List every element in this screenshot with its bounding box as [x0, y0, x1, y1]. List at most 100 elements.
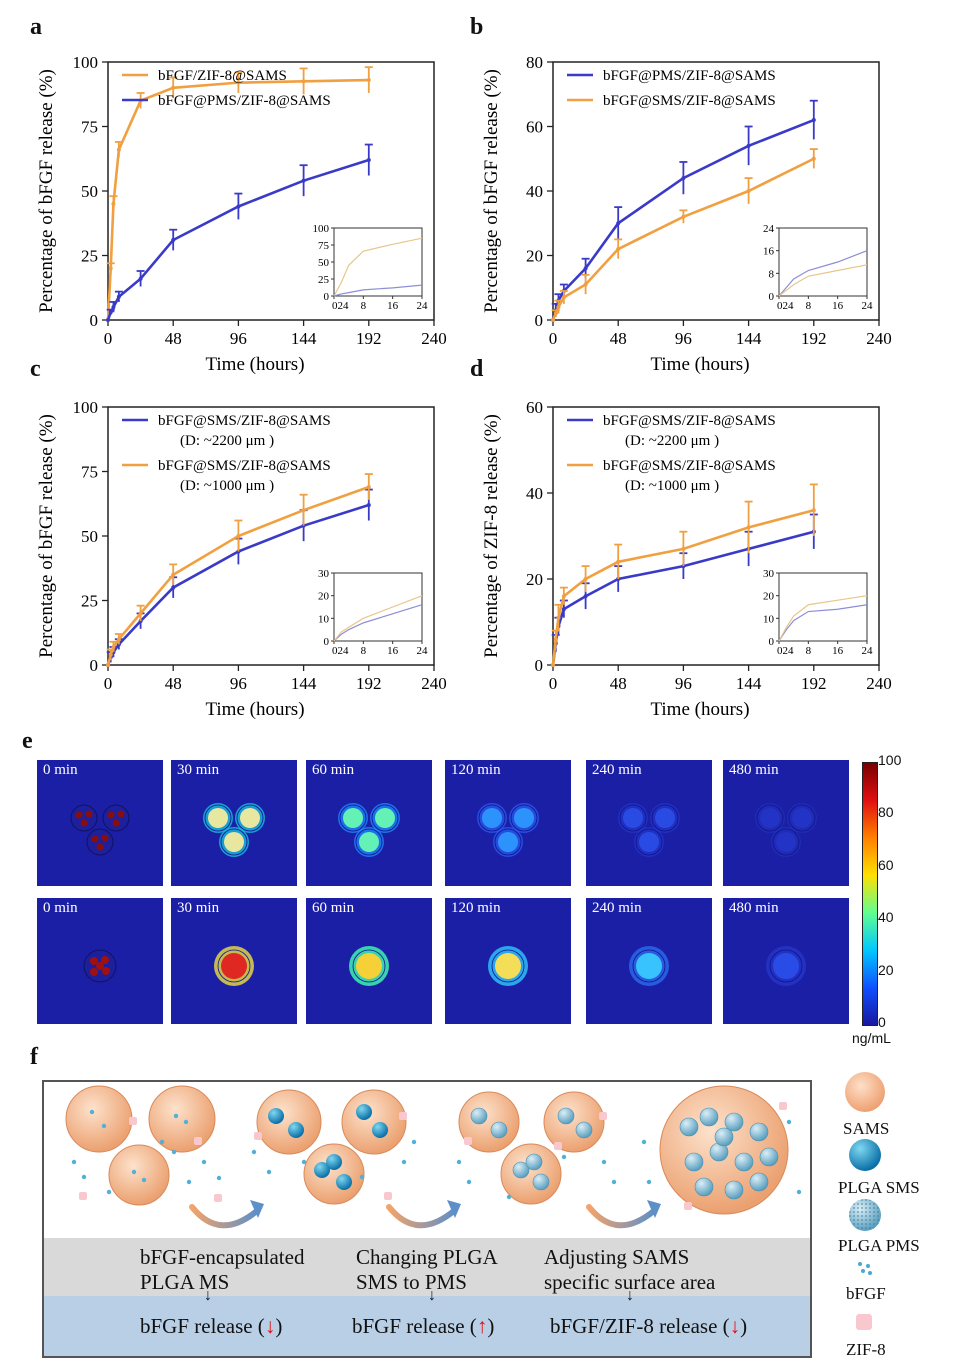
- inset-series-line: [778, 595, 868, 642]
- step-1-release: bFGF release (↓): [140, 1314, 282, 1339]
- y-tick-label: 100: [73, 398, 99, 417]
- diffusion-core: [356, 953, 382, 979]
- bfgf-dot: [159, 1139, 165, 1145]
- inset-series-line: [333, 284, 423, 297]
- diffusion-core: [776, 832, 796, 852]
- data-point: [171, 572, 176, 577]
- legend-zif8: ZIF-8: [846, 1340, 886, 1359]
- diffusion-core: [224, 832, 244, 852]
- y-tick-label: 60: [526, 118, 543, 137]
- zif8-particle: [684, 1202, 692, 1210]
- step-1-text: bFGF-encapsulated PLGA MS: [140, 1245, 305, 1294]
- inset-y-tick-label: 100: [313, 223, 330, 235]
- inset-y-tick-label: 75: [318, 240, 330, 252]
- panel-label-b: b: [470, 14, 484, 40]
- bfgf-dot: [561, 1154, 567, 1160]
- inset-x-tick-label: 16: [832, 300, 844, 312]
- diffusion-core: [375, 808, 395, 828]
- sams-particle: [148, 1085, 216, 1153]
- data-point: [746, 189, 751, 193]
- sams-outline: [491, 949, 525, 983]
- decrease-arrow-icon: ↓: [264, 1314, 276, 1338]
- data-point: [583, 594, 588, 599]
- down-arrow-icon: ↓: [626, 1287, 634, 1304]
- sams-outline: [632, 949, 666, 983]
- curved-arrow-head: [447, 1200, 461, 1218]
- sams-outline: [651, 804, 679, 832]
- x-tick-label: 240: [421, 674, 447, 693]
- diffusion-map: [83, 949, 117, 983]
- data-point: [138, 276, 143, 281]
- inset-series-line: [778, 250, 868, 297]
- x-tick-label: 96: [230, 674, 247, 693]
- simulation-frame: 120 min: [445, 898, 571, 1024]
- y-tick-label: 20: [526, 247, 543, 266]
- inset-y-tick-label: 10: [763, 613, 775, 625]
- curved-arrow-icon: [386, 1204, 458, 1229]
- zif8-particle: [254, 1132, 262, 1140]
- sams-outline: [236, 804, 264, 832]
- x-tick-label: 0: [104, 329, 113, 348]
- x-tick-label: 48: [610, 674, 627, 693]
- sams-particle: [256, 1089, 322, 1155]
- sams-particle: [341, 1089, 407, 1155]
- diffusion-map: [629, 946, 669, 986]
- inset-y-tick-label: 25: [318, 274, 330, 286]
- legend-label: bFGF@PMS/ZIF-8@SAMS: [158, 93, 331, 109]
- series-line: [106, 158, 370, 321]
- inset-x-tick-label: 024: [777, 300, 794, 312]
- plga-pms-particle: [714, 1127, 734, 1147]
- data-point: [116, 147, 121, 152]
- bfgf-dot: [359, 1174, 365, 1180]
- diffusion-core: [482, 808, 502, 828]
- y-tick-label: 25: [81, 247, 98, 266]
- data-point: [583, 282, 588, 287]
- y-tick-label: 50: [81, 527, 98, 546]
- x-tick-label: 192: [356, 674, 382, 693]
- colorbar-tick-label: 80: [878, 804, 894, 821]
- inset-x-tick-label: 8: [806, 645, 812, 657]
- y-axis-label: Percentage of bFGF release (%): [36, 414, 57, 658]
- x-axis-label: Time (hours): [205, 699, 304, 720]
- x-tick-label: 144: [291, 674, 317, 693]
- data-point: [111, 201, 116, 206]
- inset-x-tick-label: 8: [806, 300, 812, 312]
- data-point: [583, 266, 588, 271]
- inset-y-tick-label: 20: [763, 591, 775, 603]
- plga-pms-particle: [525, 1153, 543, 1171]
- bfgf-dot: [141, 1177, 147, 1183]
- bfgf-dot: [183, 1119, 189, 1125]
- inset-x-tick-label: 16: [832, 645, 844, 657]
- x-tick-label: 240: [866, 329, 892, 348]
- inset-x-tick-label: 16: [387, 300, 399, 312]
- step-3-text: Adjusting SAMS specific surface area: [544, 1245, 716, 1294]
- colorbar-unit: ng/mL: [852, 1030, 891, 1046]
- bfgf-dot: [456, 1159, 462, 1165]
- bfgf-dot: [641, 1139, 647, 1145]
- data-point: [366, 158, 371, 163]
- sams-outline: [788, 804, 816, 832]
- data-point: [106, 663, 110, 667]
- diffusion-map: [755, 803, 817, 857]
- frame-time-label: 240 min: [592, 762, 642, 778]
- panel-label-a: a: [30, 14, 42, 40]
- bfgf-dot: [601, 1159, 607, 1165]
- y-tick-label: 0: [535, 656, 544, 675]
- inset-x-tick-label: 8: [361, 645, 367, 657]
- release-close: ): [275, 1314, 283, 1338]
- plga-sms-particle: [336, 1174, 352, 1190]
- x-axis-label: Time (hours): [205, 354, 304, 375]
- frame-time-label: 0 min: [43, 900, 78, 916]
- frame-time-label: 0 min: [43, 762, 78, 778]
- release-illustration: [65, 1085, 802, 1229]
- panel-label-e: e: [22, 728, 33, 754]
- legend-label: bFGF@SMS/ZIF-8@SAMS: [158, 458, 331, 474]
- inset-series-line: [333, 595, 423, 642]
- x-tick-label: 96: [230, 329, 247, 348]
- y-axis-label: Percentage of bFGF release (%): [481, 69, 502, 313]
- microsphere: [101, 834, 109, 842]
- microsphere: [102, 967, 110, 975]
- data-point: [171, 585, 176, 590]
